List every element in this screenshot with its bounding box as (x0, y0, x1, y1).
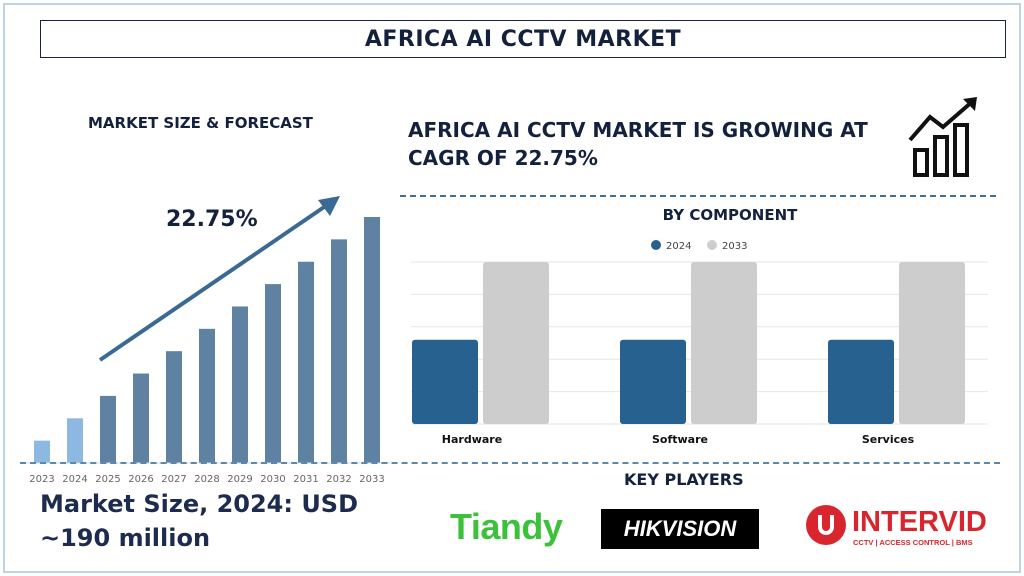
bar-software-2033 (691, 262, 757, 424)
forecast-bar-2023 (34, 440, 50, 463)
hikvision-logo: HIKVISION (601, 509, 759, 549)
category-label: Software (652, 433, 708, 446)
bar-software-2024 (620, 339, 686, 424)
category-label: Services (862, 433, 915, 446)
category-label: Hardware (442, 433, 502, 446)
legend-swatch-2024 (651, 240, 661, 250)
headline-line2: CAGR OF 22.75% (408, 146, 598, 170)
forecast-tick-label: 2033 (359, 474, 384, 485)
market-size-line2: ~190 million (40, 524, 211, 552)
forecast-bar-2029 (232, 306, 248, 463)
tiandy-logo: Tiandy (450, 506, 563, 547)
forecast-heading: MARKET SIZE & FORECAST (88, 114, 313, 132)
cagr-label: 22.75% (166, 207, 258, 232)
forecast-tick-label: 2032 (326, 474, 351, 485)
market-size-line1: Market Size, 2024: USD (40, 490, 359, 518)
page-title: AFRICA AI CCTV MARKET (40, 20, 1006, 58)
intervid-logo: INTERVID (852, 506, 987, 538)
bar-hardware-2033 (483, 262, 549, 424)
bar-services-2033 (899, 262, 965, 424)
forecast-tick-label: 2024 (62, 474, 87, 485)
intervid-logo-icon (806, 505, 846, 545)
forecast-bar-2024 (67, 418, 83, 463)
headline-line1: AFRICA AI CCTV MARKET IS GROWING AT (408, 118, 868, 142)
forecast-bar-2025 (100, 395, 116, 463)
forecast-bar-2033 (364, 217, 380, 463)
key-players-heading: KEY PLAYERS (624, 470, 744, 489)
divider-bottom (20, 462, 1000, 464)
forecast-tick-label: 2029 (227, 474, 252, 485)
forecast-bar-2032 (331, 239, 347, 463)
forecast-bar-2026 (133, 373, 149, 463)
forecast-tick-label: 2031 (293, 474, 318, 485)
legend-label-2024: 2024 (666, 241, 691, 252)
component-chart-title: BY COMPONENT (663, 206, 798, 224)
component-chart: BY COMPONENT 2024 2033 Hardware Software S… (411, 206, 988, 446)
intervid-tagline: CCTV | ACCESS CONTROL | BMS (853, 538, 973, 547)
forecast-tick-label: 2027 (161, 474, 186, 485)
forecast-chart: 2023 2024 2025 2026 2027 2028 2029 2030 2031 2032… (20, 196, 390, 485)
page-frame (3, 3, 1021, 573)
arrow-head-icon (318, 196, 340, 216)
forecast-bar-2028 (199, 328, 215, 463)
forecast-tick-label: 2028 (194, 474, 219, 485)
forecast-tick-label: 2030 (260, 474, 285, 485)
forecast-tick-label: 2025 (95, 474, 120, 485)
bar-services-2024 (828, 339, 894, 424)
legend-swatch-2033 (707, 240, 717, 250)
legend-label-2033: 2033 (722, 241, 747, 252)
forecast-bar-2027 (166, 351, 182, 463)
growth-arrow (98, 201, 332, 362)
forecast-bar-2031 (298, 261, 314, 463)
bar-hardware-2024 (412, 339, 478, 424)
growth-chart-icon (908, 97, 977, 177)
divider-top (400, 195, 996, 197)
forecast-tick-label: 2026 (128, 474, 153, 485)
forecast-tick-label: 2023 (29, 474, 54, 485)
forecast-bar-2030 (265, 284, 281, 463)
